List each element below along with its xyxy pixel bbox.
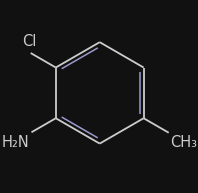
Text: CH₃: CH₃ [170,135,198,150]
Text: H₂N: H₂N [2,135,30,150]
Text: Cl: Cl [23,34,37,48]
